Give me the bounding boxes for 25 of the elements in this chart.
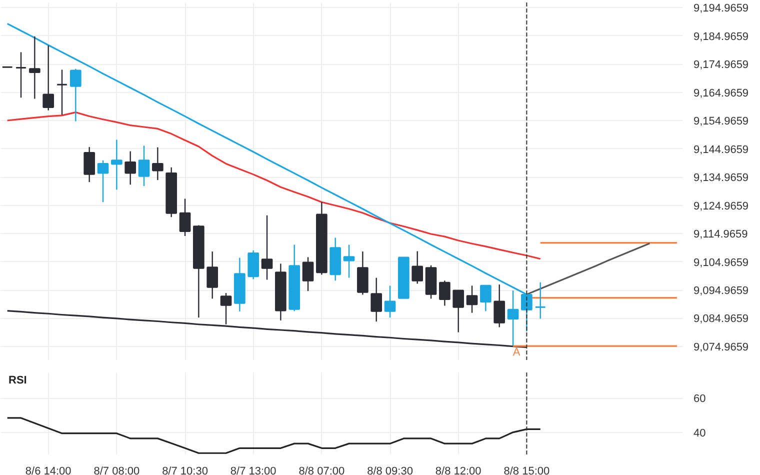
y-tick-label: 9,074.9659 <box>694 341 749 354</box>
x-tick-label: 8/8 07:00 <box>298 466 345 475</box>
y-tick-label: 9,094.9659 <box>694 285 749 298</box>
y-tick-label: 9,184.9659 <box>694 30 749 43</box>
x-tick-label: 8/7 13:00 <box>230 466 276 475</box>
x-tick-label: 8/7 08:00 <box>94 466 140 475</box>
y-tick-label: 9,104.9659 <box>694 256 749 269</box>
x-tick-label: 8/7 10:30 <box>162 466 208 475</box>
y-tick-label: 9,124.9659 <box>694 200 749 212</box>
y-tick-label: 9,164.9659 <box>694 87 749 100</box>
y-tick-label: 40 <box>694 427 706 440</box>
chart-title: RSI <box>8 374 27 386</box>
x-tick-label: 8/6 14:00 <box>25 466 72 475</box>
y-tick-label: 9,134.9659 <box>694 172 749 184</box>
y-tick-label: 9,114.9659 <box>694 228 748 241</box>
x-tick-label: 8/8 12:00 <box>435 466 482 475</box>
annotation: A <box>512 346 521 358</box>
y-tick-label: 9,084.9659 <box>694 313 749 326</box>
y-tick-label: 9,174.9659 <box>694 59 749 72</box>
y-tick-label: 9,154.9659 <box>694 116 749 128</box>
x-tick-label: 8/8 09:30 <box>367 466 413 475</box>
x-tick-label: 8/8 15:00 <box>504 466 550 475</box>
y-tick-label: 9,144.9659 <box>694 144 749 156</box>
y-tick-label: 9,194.9659 <box>694 2 749 15</box>
y-tick-label: 60 <box>694 393 706 406</box>
